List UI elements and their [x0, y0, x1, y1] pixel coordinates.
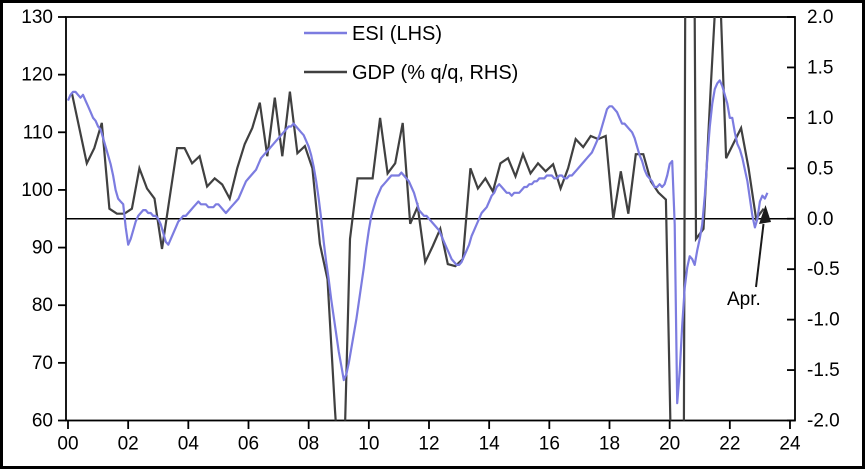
right-axis-tick-label: -2.0: [807, 411, 840, 432]
left-axis-tick-label: 120: [21, 65, 53, 86]
x-axis-tick-label: 08: [298, 434, 319, 455]
x-axis-tick-label: 22: [719, 434, 740, 455]
apr-arrow-shaft: [755, 223, 765, 288]
x-axis-tick-label: 14: [479, 434, 501, 455]
right-axis-tick-label: -0.5: [807, 259, 840, 280]
legend-esi-label: ESI (LHS): [352, 23, 442, 45]
x-axis-tick-label: 00: [57, 434, 78, 455]
x-axis-tick-label: 18: [599, 434, 620, 455]
left-axis-tick-label: 90: [32, 238, 53, 259]
apr-arrow-head: [759, 205, 771, 224]
x-axis-tick-label: 16: [539, 434, 560, 455]
right-axis-tick-label: 1.5: [807, 57, 833, 78]
x-axis-tick-label: 06: [238, 434, 259, 455]
right-axis-tick-label: 2.0: [807, 7, 833, 28]
x-axis-tick-label: 02: [118, 434, 139, 455]
left-axis-tick-label: 110: [23, 122, 53, 143]
x-axis-tick-label: 24: [779, 434, 801, 455]
right-axis-tick-label: 0.5: [807, 158, 833, 179]
esi-line: [66, 79, 769, 405]
legend-gdp-label: GDP (% q/q, RHS): [352, 62, 518, 84]
x-axis-tick-label: 20: [659, 434, 680, 455]
left-axis-tick-label: 80: [32, 295, 53, 316]
apr-annotation-label: Apr.: [727, 289, 761, 310]
left-axis-tick-label: 60: [32, 411, 53, 432]
left-axis-tick-label: 100: [21, 180, 53, 201]
x-axis-tick-label: 12: [418, 434, 439, 455]
left-axis-tick-label: 130: [21, 7, 53, 28]
right-axis-tick-label: 1.0: [807, 108, 833, 129]
right-axis-tick-label: -1.5: [807, 360, 840, 381]
right-axis-tick-label: -1.0: [807, 310, 840, 331]
right-axis-tick-label: 0.0: [807, 209, 833, 230]
x-axis-tick-label: 04: [178, 434, 200, 455]
x-axis-tick-label: 10: [358, 434, 379, 455]
left-axis-tick-label: 70: [32, 353, 53, 374]
